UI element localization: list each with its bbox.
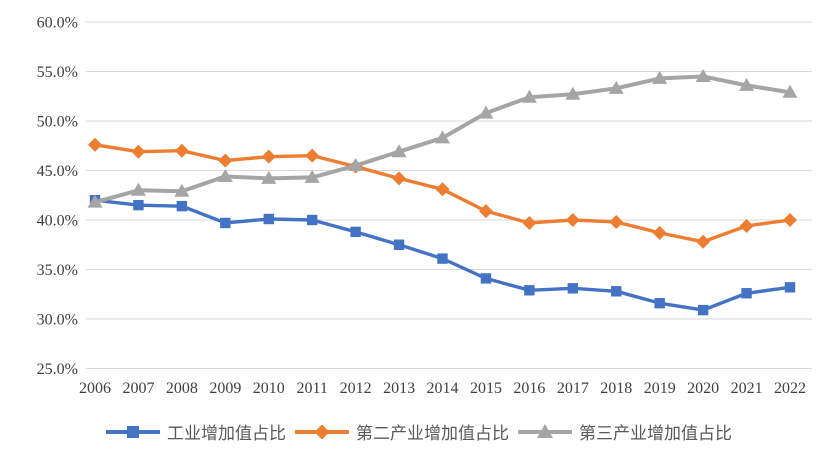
series-marker-square bbox=[480, 273, 492, 284]
y-axis-tick-label: 50.0% bbox=[37, 114, 78, 131]
x-axis-tick-label: 2014 bbox=[427, 380, 459, 397]
series-marker-diamond bbox=[305, 148, 320, 163]
x-axis-tick-label: 2009 bbox=[209, 380, 241, 397]
series-marker-triangle bbox=[304, 169, 320, 183]
legend-label-secondary-industry: 第二产业增加值占比 bbox=[356, 424, 509, 443]
series-marker-square bbox=[127, 425, 139, 438]
x-axis-tick-label: 2018 bbox=[600, 380, 632, 397]
series-marker-square bbox=[697, 304, 709, 316]
series-marker-triangle bbox=[782, 84, 798, 98]
x-axis-tick-label: 2008 bbox=[166, 380, 198, 397]
y-axis-tick-label: 55.0% bbox=[37, 64, 78, 81]
series-marker-diamond bbox=[522, 215, 537, 230]
series-marker-diamond bbox=[435, 182, 450, 197]
series-marker-triangle bbox=[435, 130, 450, 144]
series-marker-square bbox=[263, 213, 274, 225]
y-axis-tick-label: 35.0% bbox=[37, 262, 78, 279]
series-marker-diamond bbox=[696, 234, 711, 249]
series-marker-square bbox=[611, 286, 622, 297]
line-chart-plot-area: 60.0% 55.0% 50.0% 45.0% 40.0% 35.0% 30.0% 25.0%… bbox=[37, 15, 812, 397]
x-axis-tick-label: 2012 bbox=[340, 380, 372, 397]
series-marker-diamond bbox=[478, 204, 493, 219]
series-marker-square bbox=[220, 217, 231, 229]
series-marker-square bbox=[133, 199, 144, 211]
series-marker-triangle bbox=[87, 194, 103, 208]
series-marker-triangle bbox=[478, 105, 494, 119]
series-marker-triangle bbox=[174, 183, 190, 197]
series-marker-triangle bbox=[130, 182, 146, 196]
y-axis-tick-label: 25.0% bbox=[37, 361, 78, 378]
legend-diamond-marker-icon bbox=[295, 424, 349, 439]
x-axis-tick-label: 2022 bbox=[774, 380, 806, 397]
series-marker-diamond bbox=[609, 214, 624, 229]
legend-triangle-marker-icon bbox=[518, 423, 572, 438]
legend-label-tertiary-industry: 第三产业增加值占比 bbox=[579, 424, 732, 443]
legend-item-secondary-industry: 第二产业增加值占比 bbox=[292, 419, 509, 444]
series-marker-triangle bbox=[391, 144, 407, 158]
series-marker-square bbox=[567, 283, 579, 294]
series-marker-diamond bbox=[174, 143, 189, 158]
legend-item-industry: 工业增加值占比 bbox=[103, 419, 286, 444]
legend-square-marker-icon bbox=[106, 425, 160, 438]
series-marker-triangle bbox=[608, 80, 624, 94]
x-axis-tick-label: 2015 bbox=[470, 380, 502, 397]
series-marker-square bbox=[306, 214, 318, 226]
series-marker-triangle bbox=[261, 170, 277, 184]
series-marker-square bbox=[741, 288, 752, 299]
x-axis-tick-label: 2006 bbox=[79, 380, 111, 397]
series-marker-diamond bbox=[565, 213, 580, 227]
x-axis-tick-label: 2010 bbox=[253, 380, 285, 397]
series-marker-square bbox=[350, 226, 361, 238]
legend-item-tertiary-industry: 第三产业增加值占比 bbox=[515, 419, 732, 444]
series-marker-square bbox=[524, 285, 535, 296]
series-marker-triangle bbox=[652, 70, 668, 84]
x-axis-tick-label: 2016 bbox=[513, 380, 545, 397]
series-marker-triangle bbox=[537, 423, 553, 438]
chart-legend: 工业增加值占比 第二产业增加值占比 第三产业增加值占比 bbox=[0, 419, 835, 444]
series-marker-square bbox=[784, 282, 796, 293]
series-marker-diamond bbox=[739, 218, 754, 233]
series-marker-diamond bbox=[261, 149, 276, 164]
y-axis-tick-label: 30.0% bbox=[37, 312, 78, 329]
series-marker-triangle bbox=[695, 68, 711, 82]
y-axis-tick-label: 40.0% bbox=[37, 213, 78, 230]
x-axis-tick-label: 2007 bbox=[122, 380, 154, 397]
y-axis-tick-label: 60.0% bbox=[37, 15, 78, 32]
series-marker-diamond bbox=[783, 213, 797, 227]
x-axis-tick-label: 2020 bbox=[687, 380, 719, 397]
series-marker-triangle bbox=[217, 168, 233, 182]
series-marker-triangle bbox=[348, 158, 364, 172]
x-axis-tick-label: 2019 bbox=[644, 380, 676, 397]
series-marker-diamond bbox=[314, 424, 330, 439]
x-axis-tick-label: 2013 bbox=[383, 380, 415, 397]
series-marker-triangle bbox=[565, 86, 581, 100]
y-axis-tick-label: 45.0% bbox=[37, 163, 78, 180]
series-marker-square bbox=[176, 200, 188, 212]
x-axis-tick-label: 2017 bbox=[557, 380, 589, 397]
x-axis-tick-label: 2011 bbox=[296, 380, 327, 397]
series-marker-diamond bbox=[218, 153, 233, 168]
series-marker-diamond bbox=[88, 137, 102, 152]
series-marker-diamond bbox=[131, 144, 146, 159]
series-marker-diamond bbox=[392, 171, 407, 186]
legend-label-industry: 工业增加值占比 bbox=[167, 424, 286, 443]
series-marker-square bbox=[393, 239, 405, 250]
series-marker-square bbox=[654, 297, 665, 309]
series-marker-diamond bbox=[652, 225, 667, 240]
series-marker-triangle bbox=[739, 77, 755, 91]
series-marker-square bbox=[437, 253, 448, 264]
x-axis-tick-label: 2021 bbox=[731, 380, 763, 397]
series-marker-triangle bbox=[521, 89, 537, 103]
